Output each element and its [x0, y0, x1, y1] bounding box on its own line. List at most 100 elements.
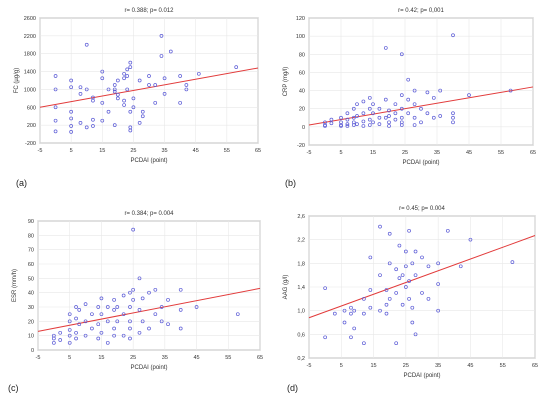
data-point	[159, 319, 164, 324]
data-point	[52, 336, 56, 341]
data-point	[377, 106, 382, 111]
chart-panel-c: -5 5 15 25 35 45 55 65 0 10 20 30 40 50 60 70 80 90 r= 0.3…	[0, 200, 275, 401]
data-point	[407, 228, 411, 233]
y-tick-label: 1400	[24, 70, 36, 76]
data-point	[83, 302, 88, 306]
data-point	[137, 276, 142, 281]
data-point	[399, 93, 404, 97]
trend-line	[39, 67, 259, 108]
data-point	[400, 302, 405, 307]
data-point	[137, 330, 142, 335]
data-point	[349, 335, 353, 340]
data-point	[128, 109, 133, 114]
plot-area	[39, 17, 259, 144]
data-point	[147, 326, 151, 331]
chart-panel-d: -5 5 15 25 35 45 55 65 0,2 0,6 1,0 1,4 1,8 2,2 2,6 r= 0…	[275, 200, 550, 401]
data-point	[106, 109, 111, 114]
data-point	[69, 116, 73, 121]
x-tick-label: 35	[434, 150, 440, 156]
data-point	[362, 341, 366, 346]
data-point	[112, 297, 116, 302]
data-point	[96, 336, 101, 341]
data-point	[420, 255, 424, 260]
data-point	[121, 333, 126, 338]
data-point	[400, 273, 405, 278]
data-point	[425, 90, 430, 95]
data-point	[339, 124, 343, 128]
data-point	[406, 97, 411, 102]
panel-label-a: (a)	[16, 178, 27, 188]
data-point	[508, 88, 513, 93]
data-point	[116, 78, 120, 83]
data-point	[105, 305, 110, 309]
data-point	[116, 96, 120, 101]
data-point	[131, 227, 135, 232]
y-tick-label: 20	[28, 319, 34, 325]
chart-c-svg: -5 5 15 25 35 45 55 65 0 10 20 30 40 50 60 70 80 90 r= 0.3…	[12, 211, 263, 371]
panel-label-c: (c)	[8, 383, 19, 393]
plot-area	[37, 220, 261, 351]
x-tick-label: 65	[257, 355, 263, 361]
data-point	[67, 328, 72, 332]
data-point	[115, 305, 120, 309]
data-point	[332, 311, 337, 316]
data-point	[77, 308, 82, 312]
y-tick-label: 600	[27, 105, 36, 111]
data-point	[99, 312, 104, 317]
y-tick-label: 120	[296, 16, 305, 22]
data-point	[345, 122, 350, 126]
data-point	[121, 293, 126, 298]
data-point	[378, 273, 382, 278]
data-point	[399, 106, 404, 111]
y-tick-label: 80	[28, 233, 34, 239]
data-point	[451, 33, 455, 38]
data-point	[393, 111, 398, 116]
x-tick-label: 55	[224, 148, 230, 154]
data-point	[412, 88, 417, 93]
y-tick-label: 0,2	[297, 356, 305, 362]
data-point	[96, 322, 101, 327]
data-point	[90, 326, 94, 331]
data-point	[83, 333, 88, 338]
data-point	[78, 121, 83, 125]
x-tick-label: -5	[36, 355, 41, 361]
data-point	[467, 93, 471, 97]
data-point	[387, 108, 391, 113]
data-point	[100, 100, 105, 105]
y-tick-label: 90	[28, 219, 34, 225]
data-point	[69, 109, 73, 114]
data-point	[153, 100, 158, 105]
x-axis-label: PCDAI (point)	[402, 160, 439, 166]
data-point	[436, 282, 440, 286]
data-point	[67, 333, 72, 338]
data-point	[368, 255, 373, 260]
data-point	[131, 287, 135, 292]
chart-panel-b: -5 5 15 25 35 45 55 65 -20 0 20 40 60 80 100 120 r= 0.42…	[275, 0, 550, 200]
data-point	[116, 92, 120, 97]
y-tick-label: 1,0	[297, 309, 305, 315]
data-point	[458, 264, 463, 269]
data-point	[131, 297, 135, 302]
data-point	[112, 123, 117, 127]
data-point	[67, 319, 72, 324]
data-point	[394, 341, 399, 346]
data-point	[362, 296, 366, 301]
x-tick-label: 25	[130, 148, 136, 154]
data-point	[69, 78, 73, 83]
data-point	[345, 111, 350, 116]
data-point	[234, 65, 239, 69]
data-point	[105, 319, 110, 324]
data-point	[105, 340, 110, 345]
data-point	[323, 335, 327, 340]
y-axis-label: CRP (mg/l)	[283, 67, 289, 97]
data-point	[153, 287, 158, 292]
data-point	[404, 249, 408, 254]
y-tick-label: 1800	[24, 52, 36, 58]
trend-line	[37, 287, 261, 332]
y-tick-label: 1,8	[297, 261, 305, 267]
data-point	[78, 92, 83, 96]
data-point	[355, 102, 359, 107]
data-point	[74, 336, 78, 341]
y-tick-label: 2,2	[297, 238, 305, 244]
data-point	[168, 49, 173, 54]
